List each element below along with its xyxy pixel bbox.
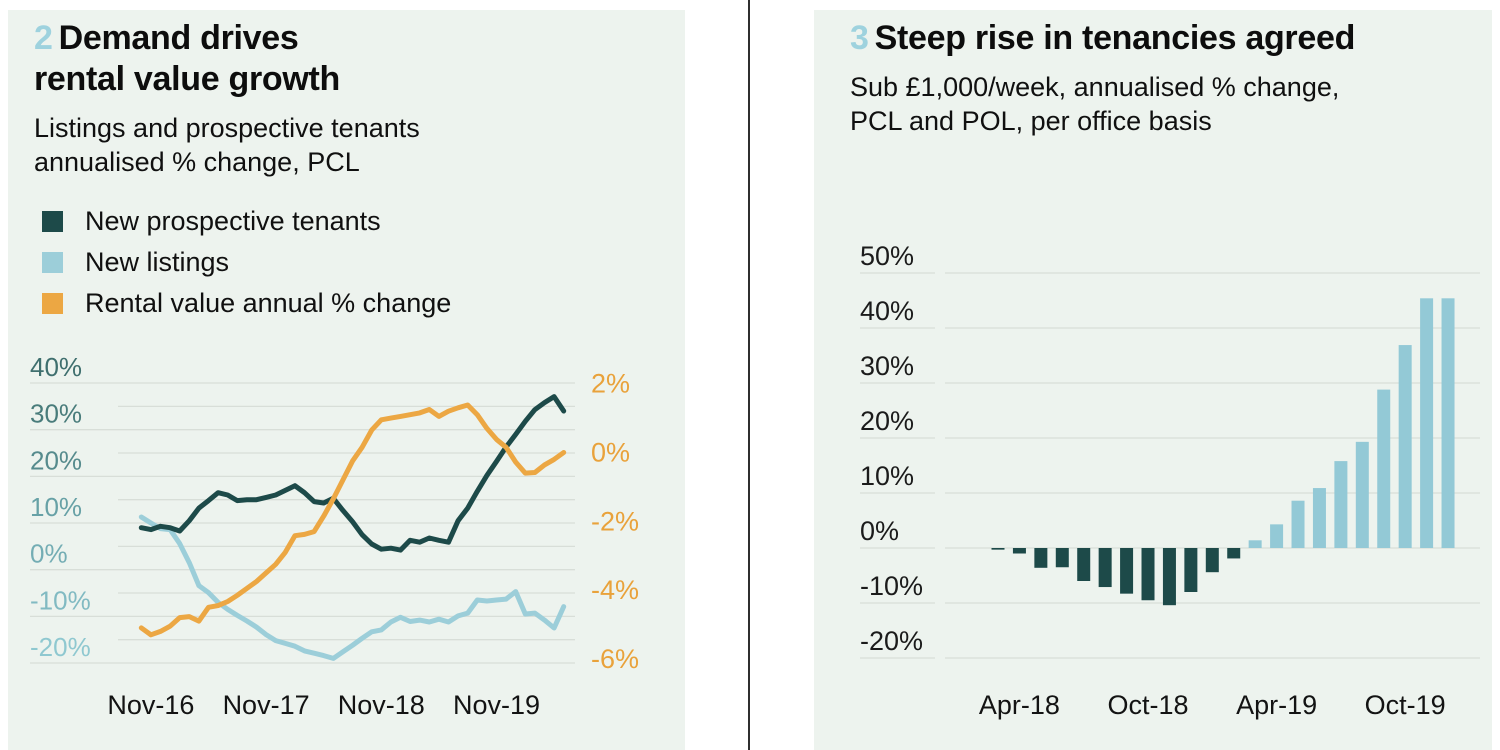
- left-y-axis-tick-label: 10%: [30, 492, 82, 522]
- right-chart-title: 3 Steep rise in tenancies agreed: [850, 19, 1356, 57]
- legend-swatch-rental: [42, 293, 63, 314]
- left-y-axis-tick-label: -10%: [30, 585, 91, 615]
- bar-jan-19: [1205, 548, 1219, 573]
- figure-number: 3: [850, 19, 869, 57]
- series-line-rental-value-annual-change: [138, 402, 567, 638]
- bar-sep-19: [1377, 389, 1391, 548]
- legend: New prospective tenants New listings Ren…: [42, 206, 451, 329]
- bar-jul-18: [1077, 548, 1091, 581]
- bar-feb-19: [1227, 548, 1241, 559]
- left-chart-title-line1: 2 Demand drives: [34, 19, 299, 57]
- right-y-axis-tick-label: 2%: [591, 369, 630, 399]
- legend-swatch-tenants: [42, 211, 63, 232]
- legend-item-rental: Rental value annual % change: [42, 288, 451, 319]
- left-y-axis-tick-label: 0%: [30, 539, 68, 569]
- y-axis-tick-label: 10%: [860, 461, 914, 491]
- right-chart-header: 3 Steep rise in tenancies agreed Sub £1,0…: [850, 18, 1355, 138]
- bar-dec-18: [1184, 548, 1198, 592]
- bar-nov-19: [1420, 298, 1434, 548]
- left-y-axis-tick-label: 20%: [30, 445, 82, 475]
- x-axis-tick-label: Nov-19: [453, 690, 540, 720]
- bar-oct-19: [1398, 345, 1412, 548]
- x-axis-tick-label: Apr-18: [979, 690, 1060, 720]
- left-y-axis-tick-label: -20%: [30, 632, 91, 662]
- bar-may-19: [1291, 500, 1305, 548]
- bar-sep-18: [1120, 548, 1134, 594]
- right-chart-subtitle-line2: PCL and POL, per office basis: [850, 106, 1212, 136]
- legend-item-listings: New listings: [42, 247, 451, 278]
- bar-apr-18: [1012, 548, 1026, 554]
- right-y-axis-tick-label: -4%: [591, 575, 639, 605]
- series-line-new-listings: [138, 514, 567, 661]
- legend-swatch-listings: [42, 252, 63, 273]
- y-axis-tick-label: 0%: [860, 516, 899, 546]
- y-axis-tick-label: 50%: [860, 241, 914, 271]
- x-axis-tick-label: Oct-18: [1107, 690, 1188, 720]
- y-axis-tick-label: 30%: [860, 351, 914, 381]
- bar-mar-19: [1248, 540, 1262, 548]
- bar-chart-tenancies: 50% 40% 30% 20% 10% 0% -10% -20% Apr-18 Oct-18 Apr…: [860, 241, 1480, 720]
- right-chart-subtitle: Sub £1,000/week, annualised % change, PC…: [850, 70, 1355, 138]
- legend-label-listings: New listings: [85, 247, 230, 277]
- bar-may-18: [1034, 548, 1048, 568]
- legend-item-tenants: New prospective tenants: [42, 206, 451, 237]
- legend-label-tenants: New prospective tenants: [85, 206, 381, 236]
- x-axis-tick-label: Nov-16: [107, 690, 194, 720]
- left-chart-subtitle-line1: Listings and prospective tenants: [34, 113, 420, 143]
- bar-jun-18: [1055, 548, 1069, 568]
- right-y-axis-tick-label: -6%: [591, 644, 639, 674]
- bar-oct-18: [1141, 548, 1155, 601]
- left-y-axis-tick-label: 40%: [30, 352, 82, 382]
- left-chart-subtitle: Listings and prospective tenants annuali…: [34, 111, 420, 179]
- bar-apr-19: [1270, 524, 1284, 548]
- panel-divider-rule: [748, 0, 750, 750]
- left-y-axis-tick-label: 30%: [30, 399, 82, 429]
- bar-jun-19: [1312, 488, 1326, 548]
- figure-number: 2: [34, 19, 53, 57]
- panel-demand-chart: 40% 30% 20% 10% 0% -10% -20% 2% 0% -2% -4% -6% Nov-1…: [8, 10, 685, 750]
- x-axis-tick-label: Nov-17: [223, 690, 310, 720]
- bar-jul-19: [1334, 461, 1348, 548]
- right-y-axis-tick-label: -2%: [591, 506, 639, 536]
- y-axis-tick-label: 20%: [860, 406, 914, 436]
- left-chart-header: 2 Demand drives rental value growth Listi…: [34, 18, 420, 179]
- line-chart-demand: 40% 30% 20% 10% 0% -10% -20% 2% 0% -2% -4% -6% Nov-1…: [30, 352, 639, 720]
- bar-aug-19: [1355, 441, 1369, 548]
- x-axis-tick-label: Apr-19: [1236, 690, 1317, 720]
- y-axis-tick-label: 40%: [860, 296, 914, 326]
- x-axis-tick-label: Nov-18: [338, 690, 425, 720]
- bar-mar-18: [991, 548, 1005, 550]
- y-axis-tick-label: -10%: [860, 571, 923, 601]
- y-axis-tick-label: -20%: [860, 626, 923, 656]
- right-y-axis-tick-label: 0%: [591, 438, 630, 468]
- bar-aug-18: [1098, 548, 1112, 588]
- right-chart-subtitle-line1: Sub £1,000/week, annualised % change,: [850, 72, 1340, 102]
- bar-dec-19: [1441, 298, 1455, 548]
- panel-tenancies-chart: 50% 40% 30% 20% 10% 0% -10% -20% Apr-18 Oct-18 Apr…: [814, 10, 1492, 750]
- left-chart-title-line2: rental value growth: [34, 60, 341, 98]
- bar-nov-18: [1162, 548, 1176, 606]
- series-line-new-prospective-tenants: [138, 394, 567, 553]
- x-axis-tick-label: Oct-19: [1365, 690, 1446, 720]
- left-chart-subtitle-line2: annualised % change, PCL: [34, 147, 360, 177]
- legend-label-rental: Rental value annual % change: [85, 288, 452, 318]
